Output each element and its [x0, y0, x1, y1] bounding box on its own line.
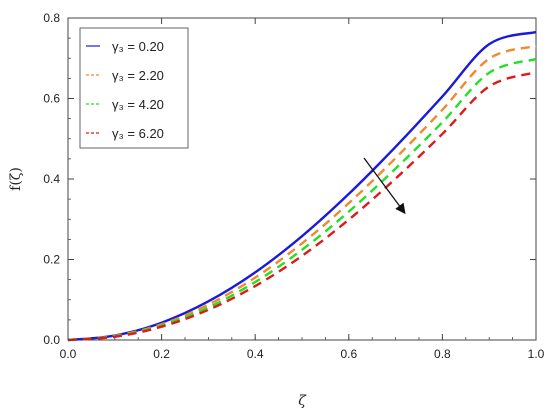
y-axis-title: f(ζ) — [8, 167, 24, 191]
x-tick-label: 0.4 — [247, 347, 264, 361]
x-tick-label: 0.0 — [60, 347, 77, 361]
y-tick-label: 0.8 — [43, 11, 60, 25]
x-tick-label: 0.8 — [434, 347, 451, 361]
y-tick-label: 0.2 — [43, 253, 60, 267]
legend-label-2: γ₃ = 4.20 — [112, 97, 164, 112]
y-tick-label: 0.6 — [43, 92, 60, 106]
y-tick-label: 0.4 — [43, 172, 60, 186]
series-line-3 — [67, 71, 537, 342]
trend-arrow — [363, 157, 406, 215]
legend-label-1: γ₃ = 2.20 — [112, 68, 164, 83]
legend-label-3: γ₃ = 6.20 — [112, 126, 164, 141]
legend-box — [79, 27, 189, 149]
y-tick-label: 0.0 — [43, 333, 60, 347]
series-line-1 — [67, 45, 537, 342]
x-tick-label: 0.2 — [153, 347, 170, 361]
x-tick-label: 1.0 — [528, 347, 545, 361]
x-tick-label: 0.6 — [340, 347, 357, 361]
series-line-0 — [67, 30, 537, 342]
x-axis-title: ζ — [298, 393, 307, 409]
legend-label-0: γ₃ = 0.20 — [112, 39, 164, 54]
